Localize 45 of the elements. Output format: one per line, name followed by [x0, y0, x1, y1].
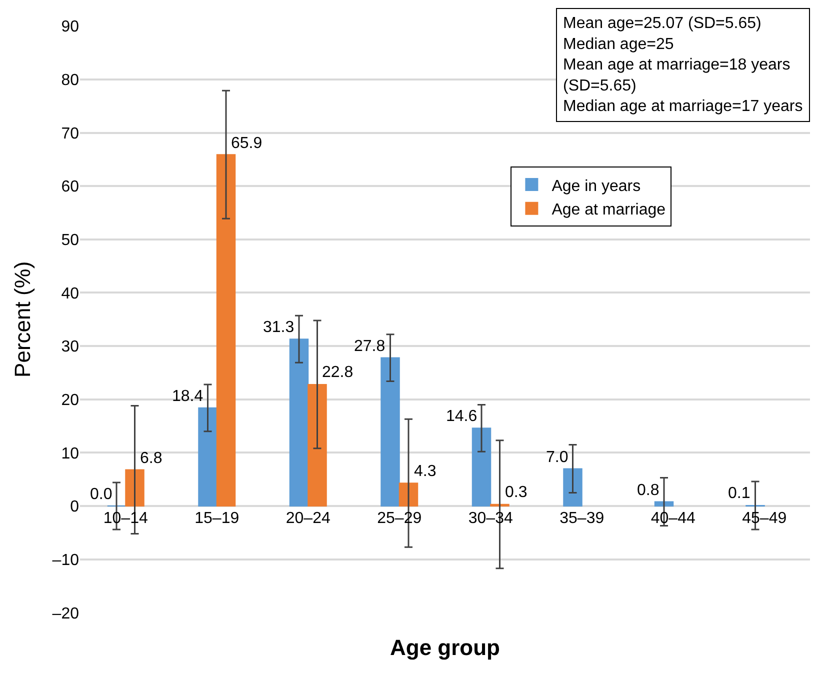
annotation: (SD=5.65)	[563, 77, 636, 94]
annotation: Mean age at marriage=18 years	[563, 56, 790, 74]
y-tick-label: 70	[61, 125, 80, 142]
data-label: 0.0	[90, 486, 112, 503]
y-tick-label: 80	[61, 72, 80, 90]
x-tick-label: 15–19	[194, 510, 240, 528]
bar	[308, 384, 327, 507]
y-tick-label: 30	[61, 338, 80, 356]
data-label: 65.9	[231, 135, 262, 152]
x-axis-title: Age group	[390, 635, 500, 660]
bar	[125, 469, 144, 507]
y-tick-label: 90	[61, 18, 80, 36]
data-label: 6.8	[140, 450, 162, 467]
data-label: 4.3	[414, 463, 436, 480]
legend-label: Age in years	[552, 178, 641, 195]
data-label: 0.3	[505, 484, 528, 501]
y-tick-label: 60	[61, 178, 80, 196]
bar	[563, 468, 582, 507]
y-tick-label: 20	[61, 392, 80, 409]
data-label: 27.8	[354, 338, 386, 355]
x-tick-label: 35–39	[560, 510, 604, 528]
bar	[472, 428, 492, 507]
bar	[289, 338, 309, 507]
annotation: Median age at marriage=17 years	[563, 98, 803, 116]
data-label: 0.8	[637, 482, 660, 499]
y-tick-label: –10	[52, 552, 80, 569]
y-tick-label: 50	[61, 232, 80, 249]
data-label: 0.1	[728, 485, 750, 502]
y-tick-label: 10	[61, 445, 80, 462]
data-label: 31.3	[263, 319, 294, 336]
y-axis-title: Percent (%)	[10, 261, 36, 378]
data-label: 18.4	[172, 388, 204, 405]
bar	[198, 407, 218, 507]
legend-label: Age at marriage	[552, 202, 666, 219]
bar	[380, 357, 400, 507]
data-label: 14.6	[446, 408, 478, 425]
y-tick-label: 40	[61, 285, 80, 302]
data-label: 22.8	[322, 364, 354, 381]
bar	[216, 154, 236, 507]
x-tick-label: 20–24	[286, 510, 330, 528]
y-tick-label: –20	[52, 605, 80, 622]
y-tick-label: 0	[70, 498, 80, 516]
annotation: Median age=25	[563, 36, 674, 53]
data-label: 7.0	[546, 449, 568, 466]
annotation: Mean age=25.07 (SD=5.65)	[563, 15, 762, 32]
